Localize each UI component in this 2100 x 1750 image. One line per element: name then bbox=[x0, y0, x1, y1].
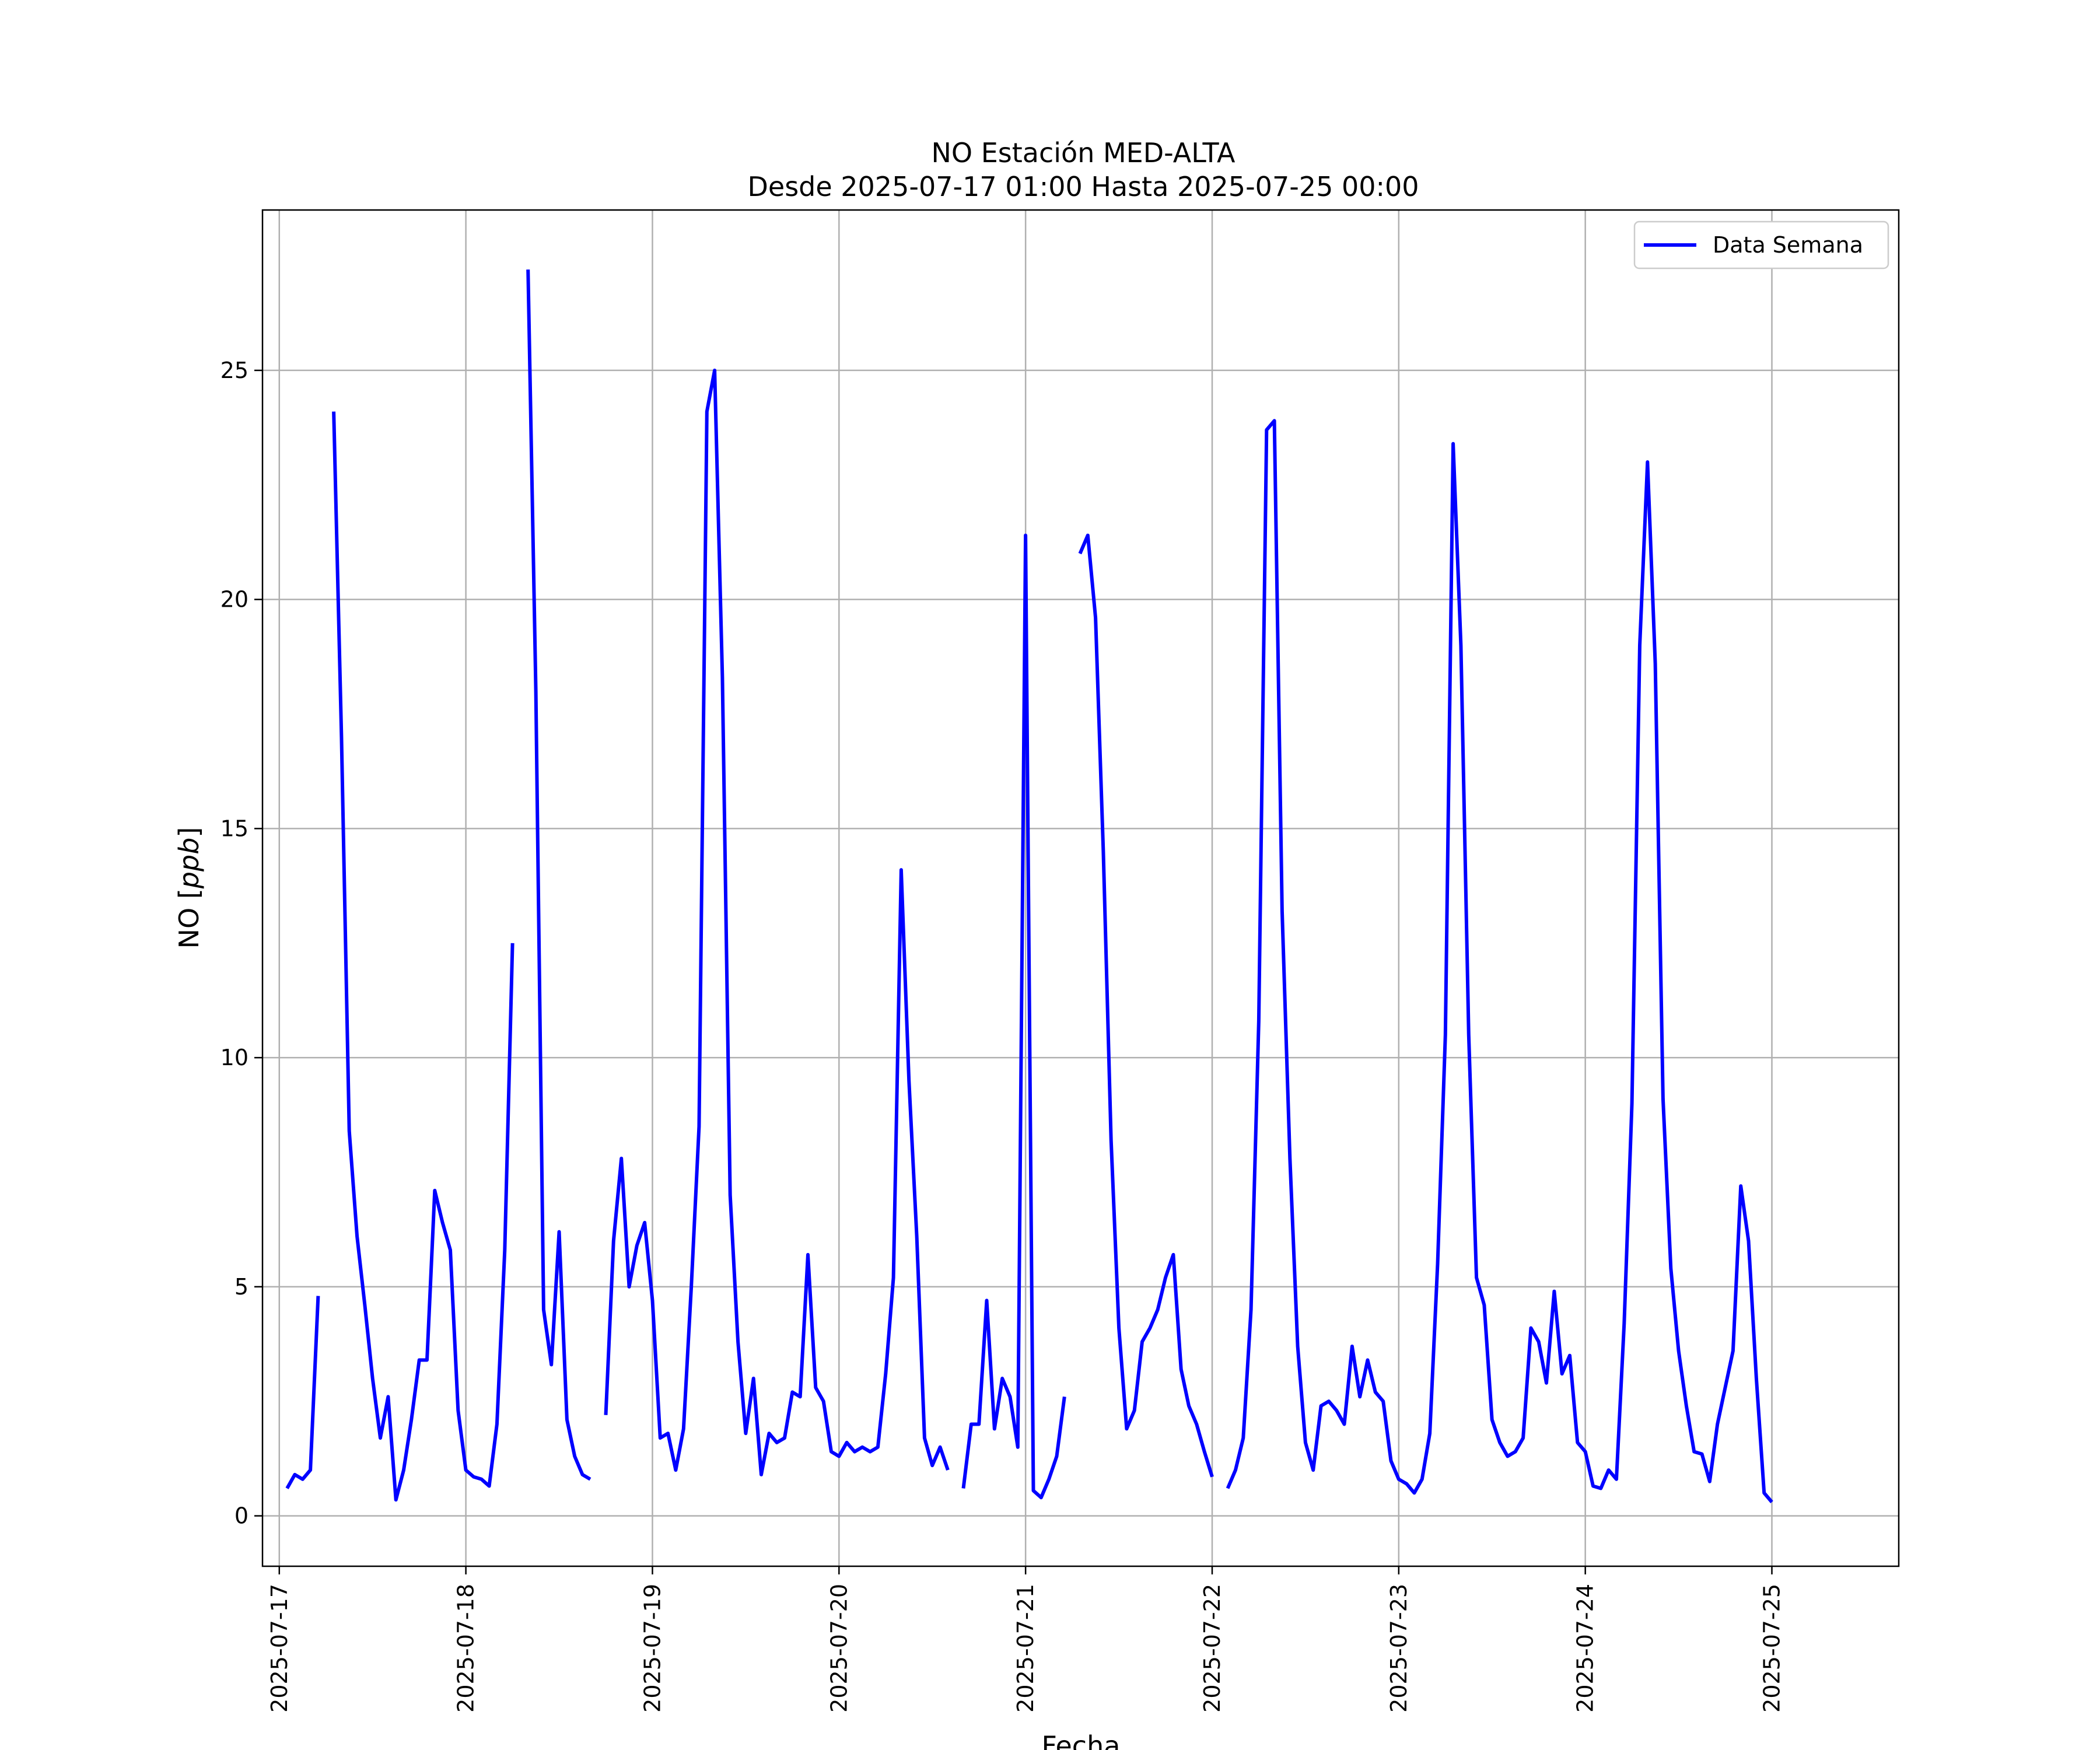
x-tick-label: 2025-07-17 bbox=[267, 1584, 292, 1713]
x-tick-label: 2025-07-20 bbox=[826, 1584, 852, 1713]
x-axis-label: Fecha bbox=[1042, 1730, 1121, 1750]
legend-box bbox=[1633, 220, 1889, 270]
plot-frame bbox=[261, 209, 1900, 1567]
x-tick-label: 2025-07-19 bbox=[639, 1584, 665, 1713]
x-tick-label: 2025-07-23 bbox=[1386, 1584, 1412, 1713]
series-line-segment bbox=[526, 270, 592, 1481]
series-line-segment bbox=[332, 411, 514, 1502]
x-tick-label: 2025-07-21 bbox=[1013, 1584, 1038, 1713]
y-tick-label: 25 bbox=[220, 358, 249, 383]
series-line-segment bbox=[961, 533, 1066, 1500]
series-layer bbox=[285, 270, 1773, 1503]
chart-title-line2: Desde 2025-07-17 01:00 Hasta 2025-07-25 … bbox=[747, 171, 1419, 202]
y-tick-label: 5 bbox=[235, 1274, 249, 1300]
x-axis: 2025-07-17 2025-07-18 2025-07-19 2025-07-20… bbox=[267, 1566, 1785, 1713]
y-tick-label: 15 bbox=[220, 816, 249, 841]
y-axis: 0 5 10 15 20 25 bbox=[220, 358, 262, 1529]
series-line-segment bbox=[285, 1296, 320, 1489]
x-tick-label: 2025-07-18 bbox=[453, 1584, 479, 1713]
x-tick-label: 2025-07-24 bbox=[1573, 1584, 1598, 1713]
grid bbox=[262, 210, 1899, 1566]
x-tick-label: 2025-07-22 bbox=[1199, 1584, 1225, 1713]
series-line-segment bbox=[1078, 533, 1214, 1478]
y-tick-label: 0 bbox=[235, 1503, 249, 1529]
y-axis-label-unit: ppb bbox=[173, 838, 205, 890]
y-axis-label-suffix: ] bbox=[173, 827, 205, 838]
y-tick-label: 20 bbox=[220, 587, 249, 612]
y-axis-label: NO [ppb] bbox=[173, 827, 205, 949]
series-line-segment bbox=[1226, 419, 1773, 1503]
legend: Data Semana bbox=[1633, 220, 1889, 270]
y-tick-label: 10 bbox=[220, 1045, 249, 1070]
chart-title-line1: NO Estación MED-ALTA bbox=[931, 137, 1236, 169]
y-axis-label-prefix: NO [ bbox=[173, 888, 205, 949]
x-tick-label: 2025-07-25 bbox=[1759, 1584, 1785, 1713]
legend-label: Data Semana bbox=[1713, 232, 1863, 258]
series-line-segment bbox=[604, 368, 950, 1476]
